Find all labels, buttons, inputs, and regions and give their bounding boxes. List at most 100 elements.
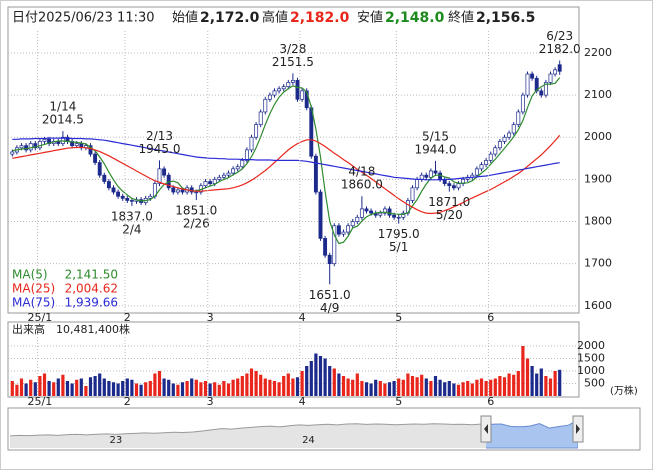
candle-body: [221, 174, 226, 178]
left-arrow: [484, 424, 488, 434]
candle-body: [267, 94, 272, 100]
candle-body: [516, 111, 521, 125]
volume-bar: [309, 361, 313, 396]
x-tick-label: 4: [299, 395, 306, 408]
volume-bar: [240, 376, 244, 396]
volume-bar: [470, 383, 474, 396]
candle-body: [180, 189, 185, 193]
volume-bar: [300, 371, 304, 396]
candle-body: [19, 145, 24, 149]
y-tick-label: 1600: [584, 299, 612, 312]
volume-bar: [29, 379, 33, 396]
x-tick-label: 25/1: [28, 311, 53, 324]
candle-body: [553, 69, 558, 75]
candle-body: [304, 90, 309, 109]
volume-bar: [493, 378, 497, 396]
candle-body: [543, 82, 548, 96]
candle-body: [502, 136, 507, 142]
volume-bar: [364, 382, 369, 396]
candle-body: [507, 132, 512, 138]
close-value: 2,156.5: [476, 10, 535, 26]
candle-body: [433, 170, 438, 174]
date: 2025/06/23 11:30: [38, 11, 155, 26]
volume-bar: [180, 382, 185, 396]
x-tick-label: 2: [124, 311, 131, 324]
candle-body: [129, 200, 134, 202]
volume-bar: [291, 378, 295, 396]
ma-line: [12, 137, 560, 181]
volume-bar: [254, 371, 258, 396]
candle-body: [295, 79, 300, 100]
volume-panel: [7, 321, 580, 398]
candle-body: [74, 143, 79, 147]
volume-bar: [438, 379, 442, 396]
candle-body: [548, 73, 553, 83]
annotation-value: 1837.0: [111, 209, 153, 223]
candle-body: [346, 225, 351, 233]
y-tick-label: 500: [584, 377, 605, 390]
candle-body: [263, 98, 268, 113]
candle-body: [539, 90, 544, 96]
y-tick-label: 2000: [577, 339, 605, 352]
candle-body: [171, 187, 176, 193]
volume-bar: [116, 383, 120, 396]
y-tick-label: 2200: [584, 46, 612, 59]
volume-bar: [157, 371, 162, 396]
candle-body: [235, 166, 240, 170]
candle-body: [281, 86, 286, 90]
volume-bar: [208, 383, 212, 396]
candle-body: [194, 191, 199, 194]
candle-body: [116, 191, 121, 197]
candle-body: [355, 216, 360, 222]
volume-bar: [328, 366, 332, 396]
y-tick-label: 2000: [584, 130, 612, 143]
candle-body: [212, 179, 217, 184]
volume-bar: [484, 381, 488, 396]
candle-body: [359, 208, 364, 218]
volume-bar: [286, 373, 290, 396]
navigator-handles[interactable]: [480, 415, 584, 443]
volume-bar: [19, 378, 24, 396]
volume-bar: [245, 373, 249, 396]
x-tick-label: 4: [299, 311, 306, 324]
candle-body: [350, 221, 355, 227]
y-tick-label: 1700: [584, 257, 612, 270]
volume-bar: [231, 379, 235, 396]
volume-bar: [332, 368, 336, 396]
volume-bar: [420, 374, 424, 396]
legend-name: MA(5): [12, 268, 48, 282]
candle-body: [300, 90, 305, 100]
legend-value: 2,141.50: [65, 268, 118, 282]
volume-bar: [134, 383, 139, 396]
volume-bar: [263, 378, 267, 396]
volume-bar: [61, 374, 65, 396]
high-value: 2,182.0: [290, 10, 350, 26]
navigator-label: 23: [110, 435, 123, 446]
open-label: 始値: [172, 10, 198, 26]
legend-name: MA(25): [12, 282, 55, 296]
volume-bar: [98, 373, 102, 396]
candle-body: [148, 195, 153, 199]
candle-body: [332, 225, 337, 265]
volume-bar: [75, 379, 79, 396]
volume-bar: [102, 378, 106, 396]
x-tick-label: 3: [207, 395, 214, 408]
candle-body: [428, 170, 433, 178]
volume-latest: 10,481,400株: [56, 322, 130, 336]
volume-bar: [383, 383, 387, 396]
annotation-date: 5/1: [389, 240, 408, 254]
annotation-date: 6/23: [546, 29, 573, 43]
volume-bar: [351, 379, 355, 396]
candle-body: [102, 174, 107, 182]
candle-body: [401, 212, 406, 218]
navigator-area: [10, 420, 578, 448]
candle-body: [479, 164, 484, 170]
volume-bar: [111, 382, 116, 396]
volume-bar: [378, 381, 382, 396]
candle-body: [392, 214, 397, 218]
annotation-date: 2/26: [183, 217, 210, 231]
volume-bar: [10, 381, 14, 396]
candle-body: [106, 181, 111, 189]
volume-bar: [56, 378, 60, 396]
volume-bar: [144, 382, 148, 396]
